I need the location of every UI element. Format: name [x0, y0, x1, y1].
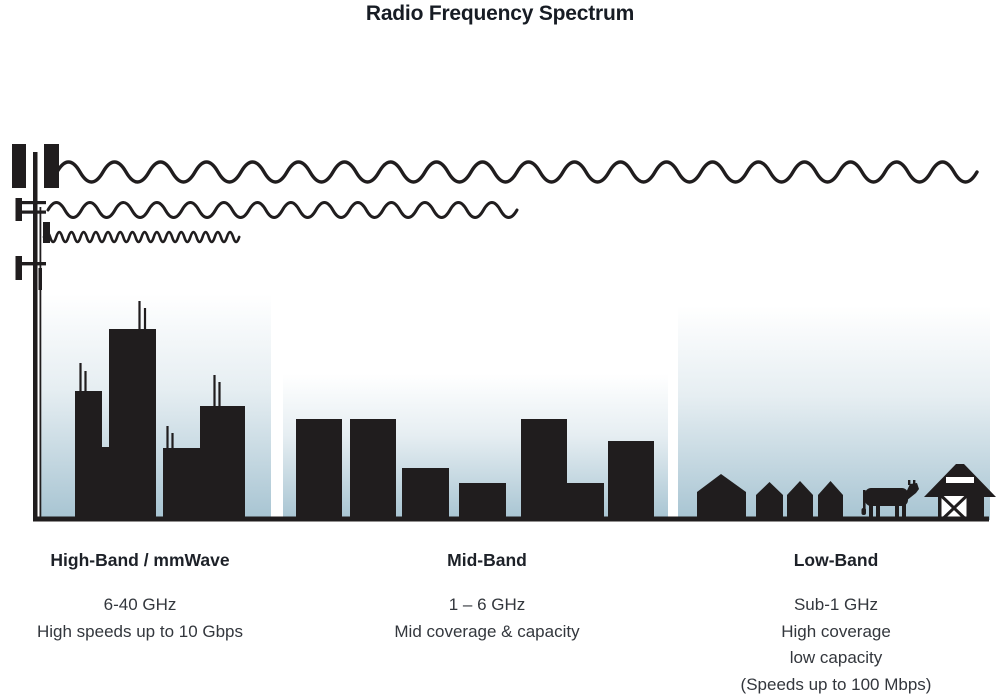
medium-wavelength-wave-icon: [46, 201, 519, 219]
rooftop-antenna-icon: [79, 301, 221, 449]
short-wavelength-wave-icon: [42, 230, 241, 244]
low-band-speed: (Speeds up to 100 Mbps): [740, 674, 932, 694]
cell-tower-icon: [12, 144, 59, 518]
skyscrapers-icon: [75, 301, 245, 520]
low-band-label: Low-Band: [793, 550, 879, 570]
high-band-frequency: 6-40 GHz: [103, 595, 177, 614]
page-title: Radio Frequency Spectrum: [365, 2, 635, 25]
high-band-label: High-Band / mmWave: [50, 550, 230, 570]
houses-icon: [697, 474, 843, 520]
mid-band-frequency: 1 – 6 GHz: [448, 595, 526, 614]
barn-loft-vent: [946, 477, 974, 483]
cow-icon: [861, 480, 919, 518]
low-band-capacity: low capacity: [789, 648, 883, 667]
low-band-frequency: Sub-1 GHz: [793, 595, 879, 614]
low-band-coverage: High coverage: [781, 621, 891, 641]
mid-band-caption: Mid-Band 1 – 6 GHz Mid coverage & capaci…: [362, 550, 612, 641]
mid-band-description: Mid coverage & capacity: [394, 621, 580, 641]
high-band-description: High speeds up to 10 Gbps: [36, 621, 244, 641]
mid-band-label: Mid-Band: [447, 550, 527, 570]
midrise-buildings-icon: [296, 419, 654, 520]
low-band-caption: Low-Band Sub-1 GHz High coverage low cap…: [711, 550, 961, 694]
barn-icon: [924, 464, 996, 522]
ground-line: [33, 516, 989, 522]
long-wavelength-wave-icon: [55, 160, 979, 184]
high-band-caption: High-Band / mmWave 6-40 GHz High speeds …: [15, 550, 265, 641]
